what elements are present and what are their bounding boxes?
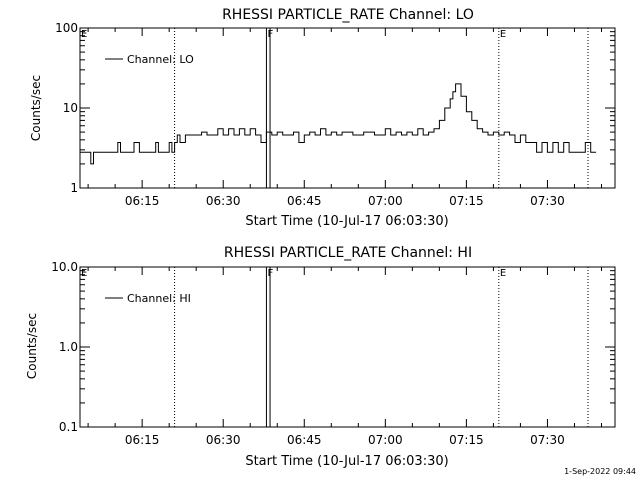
panel-hi-ytick-label: 1.0 <box>59 340 78 354</box>
panel-lo: RHESSI PARTICLE_RATE Channel: LO Counts/… <box>29 7 474 229</box>
panel-lo-xtick-label: 06:30 <box>206 194 241 208</box>
panel-lo-xtick-label: 06:15 <box>125 194 160 208</box>
panel-hi-event-label: E <box>500 268 506 279</box>
panel-hi-xtick-label: 06:45 <box>287 433 322 447</box>
panel-hi-ytick-label: 0.1 <box>59 420 78 434</box>
panel-hi-xlabel: Start Time (10-Jul-17 06:03:30) <box>245 454 448 469</box>
panel-lo-xtick-label: 07:30 <box>530 194 565 208</box>
panel-hi-title: RHESSI PARTICLE_RATE Channel: HI <box>224 245 472 261</box>
panel-lo-event-label: E <box>81 29 87 40</box>
panel-hi-ylabel: Counts/sec <box>25 313 39 379</box>
panel-lo-series-line <box>80 83 597 165</box>
panel-lo-ytick-label: 1 <box>70 181 78 195</box>
panel-lo-ytick-label: 10 <box>63 101 78 115</box>
panel-hi-event-label: E <box>81 268 87 279</box>
panel-lo-title: RHESSI PARTICLE_RATE Channel: LO <box>222 7 474 23</box>
panel-lo-legend-label: Channel: LO <box>127 53 194 66</box>
panel-lo-ylabel: Counts/sec <box>29 75 43 141</box>
plot-layer: 11010006:1506:3006:4507:0007:1507:30EFE0… <box>51 21 616 447</box>
panel-lo-event-label: E <box>500 29 506 40</box>
panel-lo-xtick-label: 07:00 <box>368 194 403 208</box>
panel-hi-xtick-label: 06:15 <box>125 433 160 447</box>
panel-lo-ytick-label: 100 <box>55 21 78 35</box>
panel-hi-ytick-label: 10.0 <box>51 260 78 274</box>
panel-lo-xtick-label: 07:15 <box>449 194 484 208</box>
panel-hi-xtick-label: 06:30 <box>206 433 241 447</box>
panel-hi-xtick-label: 07:15 <box>449 433 484 447</box>
panel-lo-xlabel: Start Time (10-Jul-17 06:03:30) <box>245 214 448 229</box>
panel-hi: RHESSI PARTICLE_RATE Channel: HI Counts/… <box>25 245 472 469</box>
panel-lo-xtick-label: 06:45 <box>287 194 322 208</box>
panel-hi-legend-label: Channel: HI <box>127 292 191 305</box>
panel-hi-xtick-label: 07:00 <box>368 433 403 447</box>
panel-hi-xtick-label: 07:30 <box>530 433 565 447</box>
footer-timestamp: 1-Sep-2022 09:44 <box>564 467 636 476</box>
